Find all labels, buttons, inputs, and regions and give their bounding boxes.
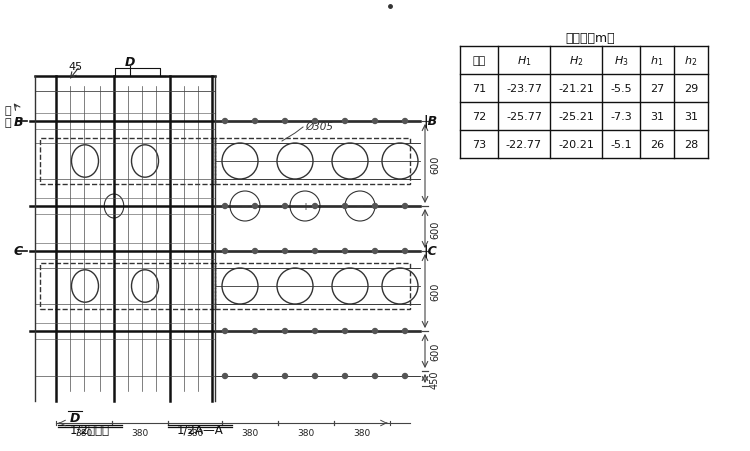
Text: 31: 31 (650, 112, 664, 122)
Text: 600: 600 (430, 220, 440, 238)
Circle shape (343, 204, 347, 209)
Circle shape (343, 374, 347, 379)
Bar (40, 139, 215, 184)
Text: D: D (70, 411, 80, 424)
Circle shape (313, 119, 317, 124)
Circle shape (373, 329, 377, 334)
Text: -7.3: -7.3 (610, 112, 632, 122)
Text: 600: 600 (430, 342, 440, 360)
Text: 墩号: 墩号 (472, 56, 485, 66)
Text: $H_2$: $H_2$ (568, 54, 584, 68)
Text: 29: 29 (684, 84, 698, 94)
Text: 31: 31 (684, 112, 698, 122)
Text: 45: 45 (68, 62, 82, 72)
Circle shape (343, 119, 347, 124)
Text: 71: 71 (472, 84, 486, 94)
Text: 1/2平面图: 1/2平面图 (70, 423, 110, 436)
Text: 600: 600 (430, 282, 440, 300)
Circle shape (223, 119, 227, 124)
Circle shape (253, 329, 257, 334)
Circle shape (343, 249, 347, 254)
Circle shape (253, 204, 257, 209)
Circle shape (283, 329, 287, 334)
Circle shape (403, 204, 407, 209)
Text: −: − (241, 202, 249, 212)
Text: 380: 380 (297, 428, 314, 437)
Circle shape (373, 374, 377, 379)
Text: -22.77: -22.77 (506, 140, 542, 150)
Text: Ø305: Ø305 (305, 122, 333, 132)
Text: -5.1: -5.1 (610, 140, 632, 150)
Text: 380: 380 (353, 428, 370, 437)
Text: 28: 28 (684, 140, 698, 150)
Circle shape (313, 204, 317, 209)
Text: D: D (124, 56, 135, 69)
Text: −: − (356, 202, 364, 212)
Circle shape (373, 204, 377, 209)
Circle shape (283, 374, 287, 379)
Circle shape (223, 204, 227, 209)
Circle shape (283, 249, 287, 254)
Text: |C: |C (423, 245, 436, 258)
Circle shape (253, 119, 257, 124)
Text: 600: 600 (430, 155, 440, 173)
Circle shape (313, 374, 317, 379)
Text: 1/2A—A: 1/2A—A (177, 423, 224, 436)
Text: 380: 380 (76, 428, 93, 437)
Text: 72: 72 (472, 112, 486, 122)
Text: 26: 26 (650, 140, 664, 150)
Circle shape (223, 249, 227, 254)
Bar (215, 139, 410, 184)
Text: 27: 27 (650, 84, 664, 94)
Circle shape (223, 329, 227, 334)
Circle shape (373, 119, 377, 124)
Text: -23.77: -23.77 (506, 84, 542, 94)
Text: 岸
侧: 岸 侧 (4, 106, 11, 128)
Circle shape (283, 119, 287, 124)
Text: $H_1$: $H_1$ (517, 54, 531, 68)
Text: -25.77: -25.77 (506, 112, 542, 122)
Circle shape (403, 119, 407, 124)
Circle shape (283, 204, 287, 209)
Circle shape (223, 374, 227, 379)
Circle shape (373, 249, 377, 254)
Circle shape (403, 249, 407, 254)
Bar (215, 263, 410, 309)
Circle shape (313, 329, 317, 334)
Circle shape (343, 329, 347, 334)
Text: -20.21: -20.21 (558, 140, 594, 150)
Text: 73: 73 (472, 140, 486, 150)
Text: 450: 450 (430, 369, 440, 388)
Text: C: C (14, 245, 23, 258)
Text: -5.5: -5.5 (610, 84, 632, 94)
Text: -25.21: -25.21 (558, 112, 594, 122)
Text: 380: 380 (242, 428, 259, 437)
Circle shape (403, 374, 407, 379)
Text: +: + (301, 202, 309, 212)
Bar (40, 263, 215, 309)
Circle shape (403, 329, 407, 334)
Circle shape (253, 249, 257, 254)
Text: B: B (13, 115, 23, 128)
Text: 380: 380 (131, 428, 148, 437)
Text: 380: 380 (187, 428, 204, 437)
Text: $h_2$: $h_2$ (685, 54, 698, 68)
Text: $h_1$: $h_1$ (650, 54, 664, 68)
Text: |B: |B (423, 115, 437, 128)
Circle shape (253, 374, 257, 379)
Text: 参数表（m）: 参数表（m） (566, 32, 615, 45)
Circle shape (313, 249, 317, 254)
Text: $H_3$: $H_3$ (614, 54, 628, 68)
Text: -21.21: -21.21 (558, 84, 594, 94)
